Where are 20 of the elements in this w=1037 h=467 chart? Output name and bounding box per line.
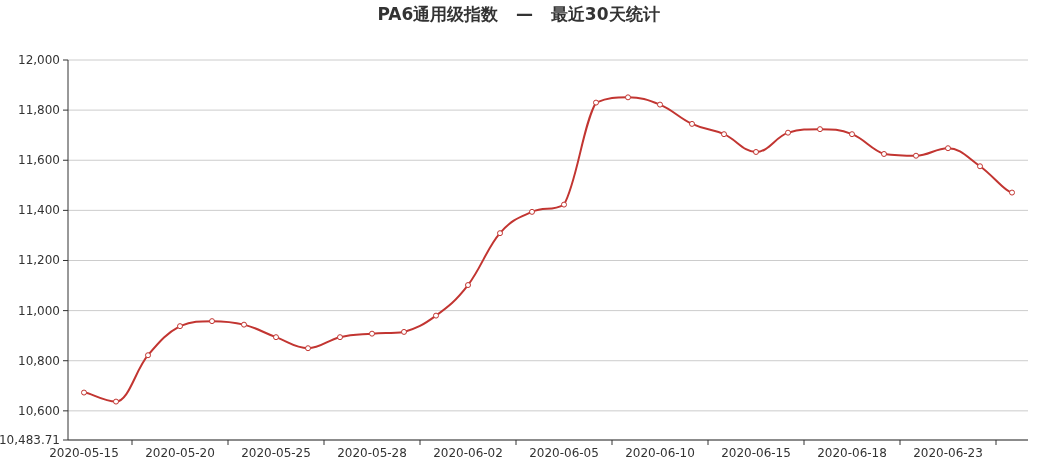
- x-tick-label: 2020-06-10: [625, 446, 695, 460]
- y-tick-label: 11,200: [18, 253, 60, 268]
- y-tick-label: 11,600: [18, 153, 60, 168]
- x-tick-label: 2020-06-23: [913, 446, 983, 460]
- y-tick-label: 11,400: [18, 203, 60, 218]
- x-tick-label: 2020-06-15: [721, 446, 791, 460]
- x-tick-label: 2020-05-25: [241, 446, 311, 460]
- y-tick-label: 11,000: [18, 303, 60, 318]
- y-tick-label: 12,000: [18, 53, 60, 67]
- y-tick-label: 10,600: [18, 403, 60, 418]
- x-tick-label: 2020-05-15: [49, 446, 119, 460]
- x-tick-label: 2020-05-28: [337, 446, 407, 460]
- x-tick-label: 2020-06-18: [817, 446, 887, 460]
- x-tick-label: 2020-05-20: [145, 446, 215, 460]
- y-tick-label: 10,483.71: [0, 433, 60, 447]
- chart-title: PA6通用级指数 — 最近30天统计: [377, 4, 660, 24]
- x-tick-label: 2020-06-02: [433, 446, 503, 460]
- y-tick-label: 11,800: [18, 103, 60, 118]
- x-tick-label: 2020-06-05: [529, 446, 599, 460]
- y-tick-label: 10,800: [18, 353, 60, 368]
